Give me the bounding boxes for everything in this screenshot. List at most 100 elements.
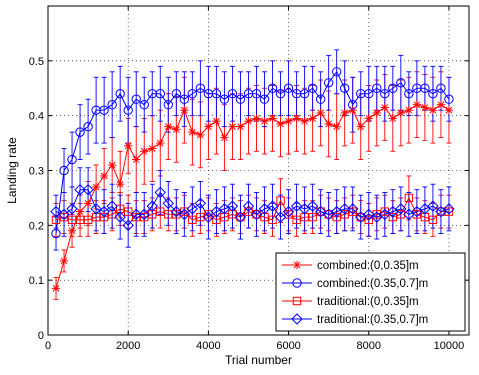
data-point	[324, 119, 333, 129]
data-point	[355, 211, 367, 223]
data-point	[123, 105, 133, 115]
data-point	[419, 203, 431, 215]
data-point	[131, 94, 141, 104]
data-point	[411, 205, 423, 218]
data-point	[235, 94, 246, 104]
legend-marker	[292, 296, 302, 306]
legend-label: traditional:(0.35,0.7]m	[317, 314, 428, 326]
data-point	[364, 89, 374, 99]
data-point	[228, 122, 237, 131]
data-point	[234, 211, 247, 223]
data-point	[380, 89, 390, 99]
data-point	[283, 83, 294, 93]
data-point	[236, 122, 245, 131]
data-point	[244, 116, 253, 126]
data-point	[171, 89, 182, 99]
data-point	[404, 105, 414, 115]
data-point	[388, 83, 398, 93]
data-point	[196, 130, 205, 140]
data-point	[115, 89, 125, 99]
data-point	[403, 208, 415, 221]
data-point	[67, 226, 77, 236]
data-point	[51, 284, 61, 293]
data-point	[75, 215, 85, 225]
data-point	[227, 89, 238, 99]
data-point	[308, 212, 317, 222]
data-point	[59, 212, 69, 222]
data-point	[186, 203, 199, 215]
data-point	[260, 116, 269, 126]
data-point	[244, 207, 253, 216]
data-point	[292, 114, 301, 123]
data-point	[179, 94, 190, 104]
data-point	[268, 114, 277, 123]
x-tick-label: 8000	[357, 340, 381, 352]
data-point	[306, 200, 319, 212]
data-point	[428, 89, 438, 99]
data-point	[187, 89, 198, 99]
data-point	[83, 215, 93, 225]
data-point	[226, 200, 239, 212]
data-point	[298, 203, 311, 215]
data-point	[195, 83, 206, 93]
data-point	[379, 208, 391, 221]
data-point	[146, 200, 158, 212]
data-point	[307, 83, 318, 93]
data-point	[99, 171, 109, 181]
data-point	[387, 205, 399, 218]
data-point	[356, 122, 365, 131]
data-point	[204, 122, 213, 131]
data-point	[250, 208, 263, 221]
data-point	[75, 207, 85, 216]
data-point	[219, 94, 230, 104]
legend-entry: traditional:(0,0.35]m	[282, 296, 419, 308]
data-point	[178, 208, 191, 221]
axis-ticks: 0 2000 4000 6000 8000 10000 0 0.1 0.2 0.3 0.4 0.5	[29, 6, 469, 352]
data-point	[436, 207, 446, 216]
data-point	[323, 78, 334, 88]
data-point	[67, 154, 77, 165]
data-point	[347, 203, 359, 215]
data-point	[356, 212, 365, 222]
data-point	[138, 208, 150, 221]
data-point	[90, 203, 102, 215]
data-point	[428, 105, 438, 115]
data-point	[67, 215, 77, 225]
data-point	[443, 203, 455, 215]
data-point	[340, 108, 349, 118]
data-point	[106, 200, 118, 212]
data-point	[380, 103, 389, 112]
data-point	[284, 210, 293, 219]
data-point	[340, 210, 349, 219]
data-point	[163, 100, 173, 110]
legend-marker	[291, 313, 303, 325]
data-point	[395, 203, 407, 215]
data-point	[251, 89, 262, 99]
data-point	[252, 114, 261, 123]
data-point	[315, 94, 326, 104]
data-point	[412, 100, 422, 109]
data-point	[427, 200, 439, 212]
data-point	[332, 212, 341, 222]
data-point	[172, 125, 181, 134]
x-tick-label: 6000	[276, 340, 300, 352]
data-point	[204, 210, 213, 219]
data-point	[444, 94, 454, 104]
data-point	[83, 121, 93, 132]
x-tick-label: 4000	[196, 340, 220, 352]
data-point	[372, 83, 382, 93]
data-point	[164, 210, 173, 219]
data-point	[284, 116, 293, 126]
legend-entry: combined:(0,0.35]m	[282, 260, 419, 272]
y-tick-label: 0.2	[29, 220, 44, 232]
data-point	[51, 228, 61, 239]
data-point	[388, 114, 398, 123]
data-point	[154, 186, 166, 199]
data-point	[74, 183, 86, 196]
data-point	[123, 141, 133, 151]
data-point	[99, 212, 109, 222]
y-tick-label: 0	[38, 330, 44, 342]
data-point	[155, 89, 165, 99]
data-point	[98, 205, 110, 218]
data-point	[115, 180, 125, 189]
